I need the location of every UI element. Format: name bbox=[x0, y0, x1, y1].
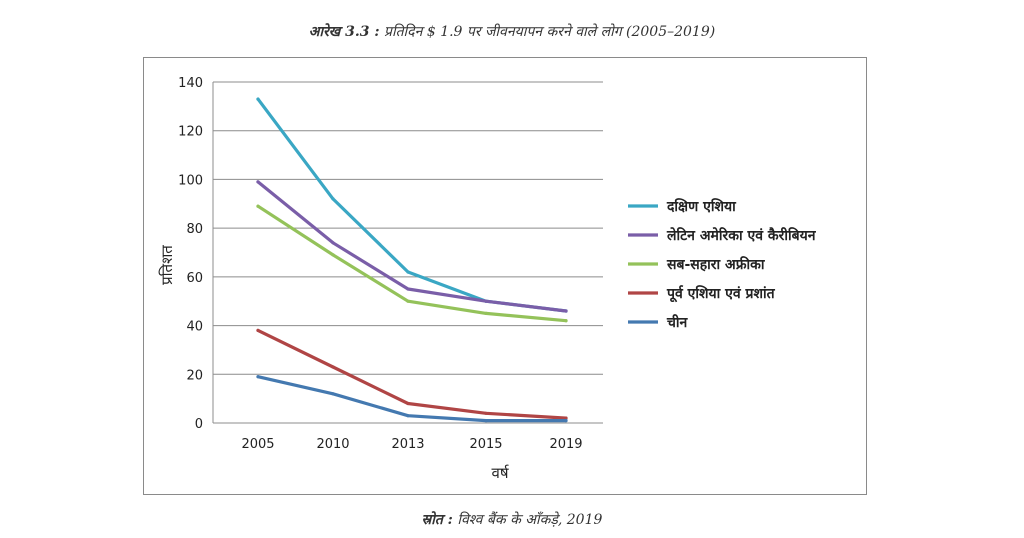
legend-label: चीन bbox=[666, 314, 689, 331]
data-point bbox=[564, 416, 568, 420]
data-point bbox=[406, 287, 410, 291]
y-tick-labels: 0 20 40 60 80 100 120 140 bbox=[178, 76, 203, 432]
data-point bbox=[406, 270, 410, 274]
data-point bbox=[484, 411, 488, 415]
y-axis-label: प्रतिशत bbox=[158, 245, 176, 285]
data-point bbox=[256, 375, 260, 379]
x-tick-label: 2005 bbox=[241, 437, 274, 452]
y-tick-label: 80 bbox=[186, 222, 203, 237]
data-point bbox=[484, 311, 488, 315]
caption-lead: आरेख 3.3 : bbox=[308, 24, 380, 40]
y-tick-label: 100 bbox=[178, 173, 203, 188]
x-tick-labels: 2005 2010 2013 2015 2019 bbox=[241, 437, 582, 452]
data-point bbox=[406, 401, 410, 406]
legend-label: दक्षिण एशिया bbox=[666, 198, 737, 215]
source-lead: स्रोत : bbox=[421, 512, 453, 528]
data-point bbox=[256, 97, 260, 101]
legend: दक्षिण एशिया लेटिन अमेरिका एवं कैरीबियन सब… bbox=[628, 198, 817, 331]
series-line-1 bbox=[256, 180, 568, 313]
x-tick-label: 2015 bbox=[469, 437, 502, 452]
series-line-2 bbox=[256, 204, 568, 323]
legend-label: लेटिन अमेरिका एवं कैरीबियन bbox=[666, 227, 817, 244]
y-tick-label: 140 bbox=[178, 76, 203, 91]
legend-label: सब-सहारा अफ्रीका bbox=[666, 256, 766, 273]
data-point bbox=[256, 204, 260, 208]
data-point bbox=[564, 419, 568, 423]
chart-caption: आरेख 3.3 : प्रतिदिन $ 1.9 पर जीवनयापन कर… bbox=[0, 22, 1024, 41]
caption-text: प्रतिदिन $ 1.9 पर जीवनयापन करने वाले लोग… bbox=[383, 24, 716, 40]
data-point bbox=[484, 299, 488, 303]
x-axis-label: वर्ष bbox=[491, 464, 509, 482]
data-point bbox=[564, 319, 568, 323]
data-point bbox=[256, 180, 260, 184]
data-point bbox=[331, 197, 335, 201]
source-text: विश्व बैंक के आँकड़े, 2019 bbox=[457, 512, 603, 528]
y-tick-label: 0 bbox=[195, 417, 203, 432]
data-point bbox=[256, 328, 260, 332]
source-note: स्रोत : विश्व बैंक के आँकड़े, 2019 bbox=[0, 510, 1024, 529]
y-tick-label: 60 bbox=[186, 271, 203, 286]
data-point bbox=[406, 414, 410, 418]
y-tick-label: 40 bbox=[186, 320, 203, 335]
data-point bbox=[331, 253, 335, 257]
chart-frame bbox=[143, 57, 867, 495]
legend-label: पूर्व एशिया एवं प्रशांत bbox=[666, 285, 776, 303]
data-point bbox=[406, 299, 410, 303]
y-tick-label: 120 bbox=[178, 125, 203, 140]
x-tick-label: 2019 bbox=[549, 437, 582, 452]
data-point bbox=[484, 419, 488, 423]
data-point bbox=[564, 309, 568, 313]
axes bbox=[212, 82, 603, 424]
data-point bbox=[331, 241, 335, 245]
x-tick-label: 2013 bbox=[391, 437, 424, 452]
gridlines bbox=[213, 81, 603, 375]
x-tick-label: 2010 bbox=[316, 437, 349, 452]
series-lines bbox=[256, 97, 568, 423]
y-tick-label: 20 bbox=[186, 368, 203, 383]
data-point bbox=[331, 365, 335, 369]
data-point bbox=[331, 392, 335, 396]
